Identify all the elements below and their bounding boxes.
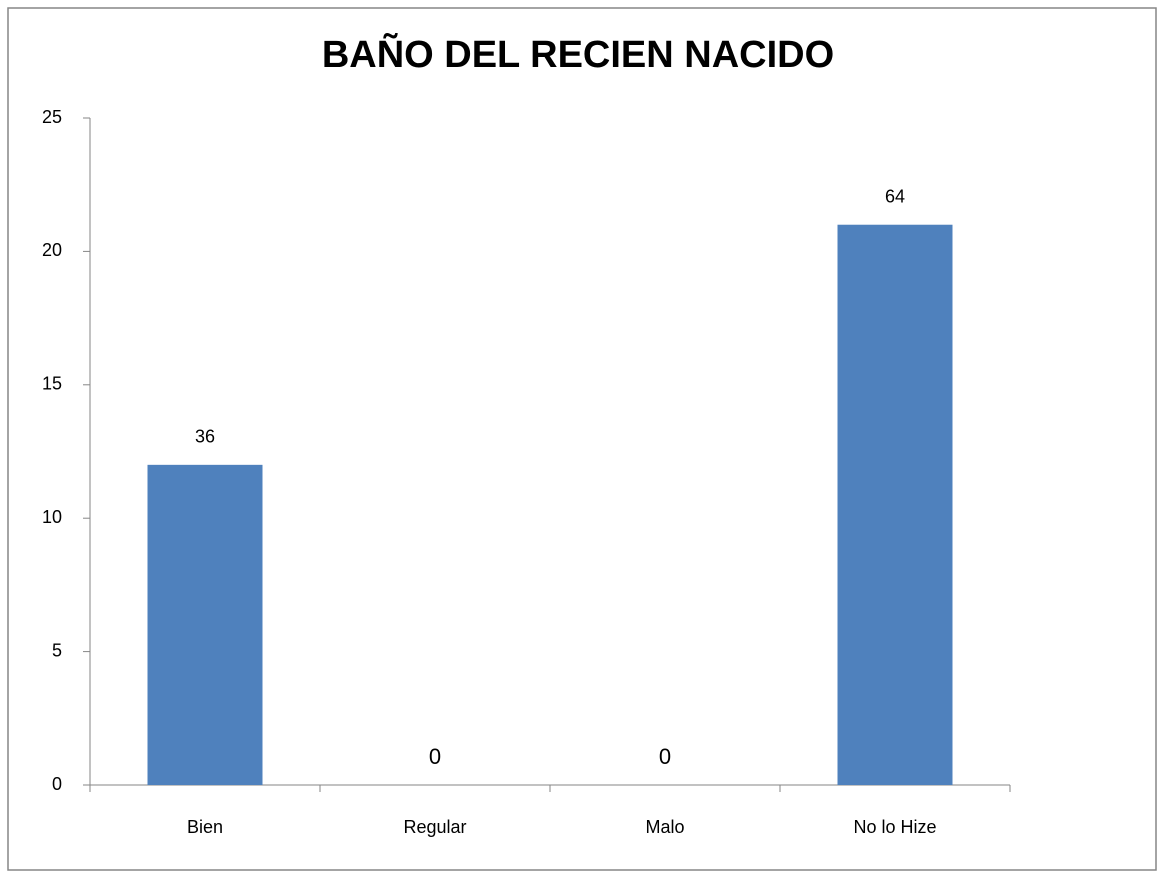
data-label: 64: [885, 186, 905, 206]
y-tick-label: 5: [52, 640, 62, 660]
y-tick-label: 25: [42, 107, 62, 127]
y-tick-label: 15: [42, 374, 62, 394]
bar: [147, 464, 263, 785]
data-label: 36: [195, 427, 215, 447]
x-tick-label: Malo: [645, 817, 684, 837]
data-label: 0: [429, 744, 441, 769]
bar: [837, 224, 953, 786]
data-label: 0: [659, 744, 671, 769]
x-tick-label: Bien: [187, 817, 223, 837]
y-tick-label: 0: [52, 774, 62, 794]
x-tick-label: Regular: [403, 817, 466, 837]
chart-title: BAÑO DEL RECIEN NACIDO: [322, 32, 834, 76]
y-tick-label: 20: [42, 240, 62, 260]
y-tick-label: 10: [42, 507, 62, 527]
x-tick-label: No lo Hize: [853, 817, 936, 837]
